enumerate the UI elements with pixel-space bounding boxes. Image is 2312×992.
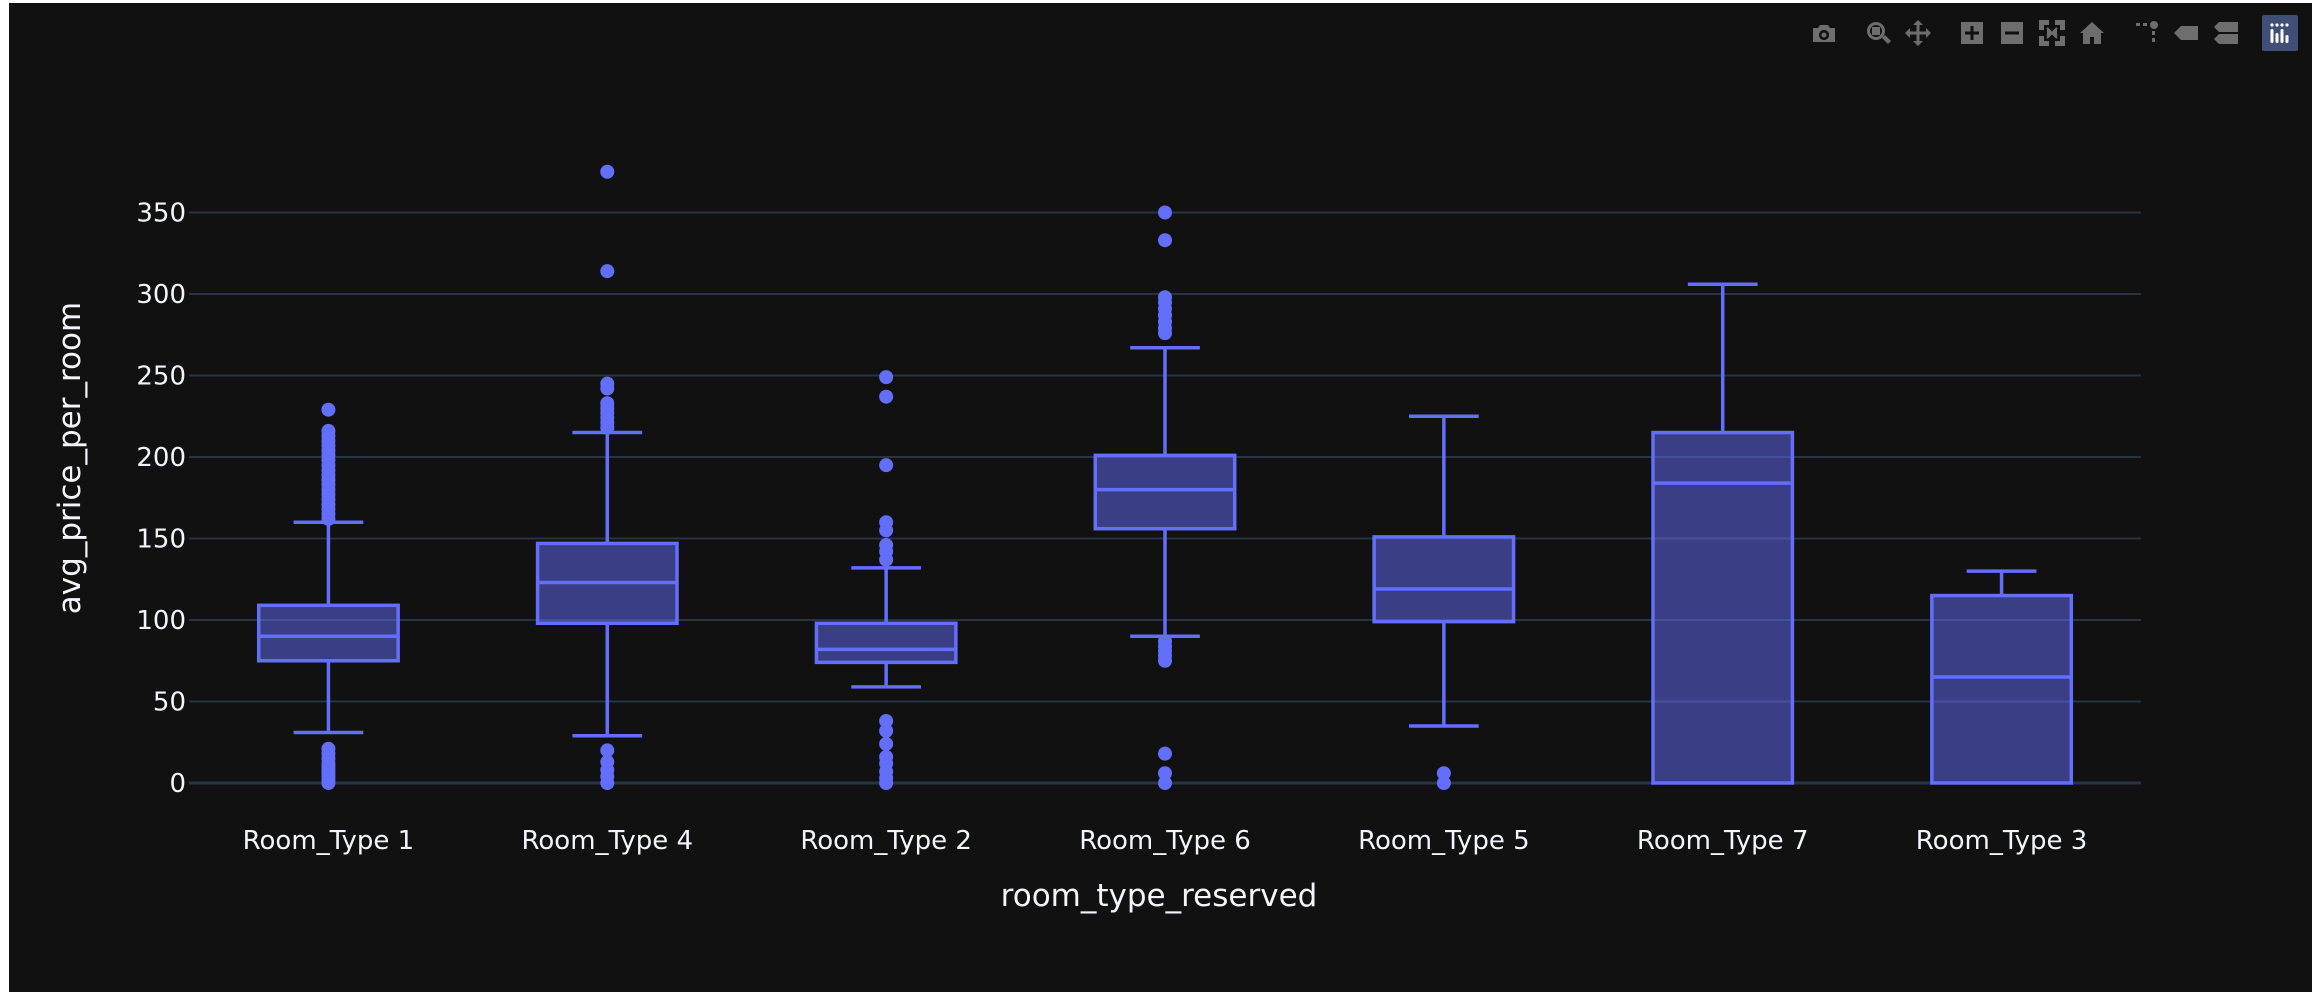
pan-icon[interactable] xyxy=(1898,15,1938,51)
box-trace[interactable] xyxy=(1093,205,1237,791)
boxes[interactable] xyxy=(256,164,2074,791)
modebar-group-zoom xyxy=(1952,15,2112,51)
modebar xyxy=(1790,15,2298,51)
y-tick-label: 300 xyxy=(136,280,186,310)
outlier-point xyxy=(321,741,336,756)
outlier-point xyxy=(879,538,894,553)
x-tick-label: Room_Type 1 xyxy=(243,826,415,856)
plot-area: 0 50 100 150 200 250 300 350 Room_Type 1 Room_Ty… xyxy=(9,3,2312,992)
box-body xyxy=(1372,535,1516,624)
y-tick-labels: 0 50 100 150 200 250 300 350 xyxy=(136,199,186,800)
box-trace[interactable] xyxy=(535,164,679,790)
outlier-point xyxy=(600,164,615,179)
modebar-group-export xyxy=(1804,15,1844,51)
home-icon[interactable] xyxy=(2072,15,2112,51)
outlier-point xyxy=(600,754,615,769)
outlier-point xyxy=(1158,290,1172,305)
outlier-point xyxy=(321,423,336,438)
box-trace[interactable] xyxy=(1930,569,2074,785)
box-body xyxy=(1930,593,2074,785)
outlier-point xyxy=(600,396,615,411)
x-tick-label: Room_Type 4 xyxy=(521,826,693,856)
box-body xyxy=(1093,453,1237,531)
modebar-group-hover xyxy=(2126,15,2246,51)
outlier-point xyxy=(879,458,894,473)
y-tick-label: 100 xyxy=(136,606,186,636)
x-tick-label: Room_Type 2 xyxy=(800,826,972,856)
hover-closest-icon[interactable] xyxy=(2166,15,2206,51)
outlier-point xyxy=(879,389,894,404)
outlier-point xyxy=(1436,776,1451,790)
outlier-point xyxy=(1158,746,1172,761)
box-trace[interactable] xyxy=(1651,282,1795,785)
box-trace[interactable] xyxy=(1372,414,1516,790)
outlier-point xyxy=(879,736,894,751)
outlier-point xyxy=(879,723,894,738)
y-axis-title: avg_price_per_room xyxy=(52,302,88,614)
outlier-point xyxy=(1158,766,1172,781)
outlier-point xyxy=(879,714,894,729)
outlier-point xyxy=(1158,233,1172,248)
outlier-point xyxy=(600,264,615,279)
x-tick-label: Room_Type 5 xyxy=(1358,826,1530,856)
outlier-point xyxy=(321,402,336,417)
outlier-point xyxy=(600,376,615,391)
box-body xyxy=(814,621,958,665)
plotly-logo-icon[interactable] xyxy=(2262,15,2298,51)
x-tick-label: Room_Type 7 xyxy=(1637,826,1809,856)
y-tick-label: 0 xyxy=(169,769,186,799)
y-tick-label: 250 xyxy=(136,362,186,392)
zoom-icon[interactable] xyxy=(1858,15,1898,51)
outlier-point xyxy=(879,749,894,764)
zoom-out-icon[interactable] xyxy=(1992,15,2032,51)
outlier-point xyxy=(879,515,894,530)
hover-compare-icon[interactable] xyxy=(2206,15,2246,51)
outlier-point xyxy=(879,370,894,385)
y-tick-label: 200 xyxy=(136,443,186,473)
outlier-point xyxy=(1158,776,1172,790)
x-tick-labels: Room_Type 1 Room_Type 4 Room_Type 2 Room_Ty… xyxy=(243,826,2088,856)
x-axis-title: room_type_reserved xyxy=(1001,878,1318,914)
box-trace[interactable] xyxy=(256,402,400,790)
box-body xyxy=(256,603,400,663)
outlier-point xyxy=(1436,766,1451,781)
modebar-group-drag xyxy=(1858,15,1938,51)
outlier-point xyxy=(1158,205,1172,220)
outlier-point xyxy=(600,743,615,758)
y-tick-label: 50 xyxy=(153,688,186,718)
x-tick-label: Room_Type 3 xyxy=(1916,826,2088,856)
box-trace[interactable] xyxy=(814,370,958,790)
camera-icon[interactable] xyxy=(1804,15,1844,51)
outlier-point xyxy=(1158,634,1172,649)
x-tick-label: Room_Type 6 xyxy=(1079,826,1251,856)
y-tick-label: 350 xyxy=(136,199,186,229)
y-tick-label: 150 xyxy=(136,525,186,555)
spikelines-icon[interactable] xyxy=(2126,15,2166,51)
zoom-in-icon[interactable] xyxy=(1952,15,1992,51)
autoscale-icon[interactable] xyxy=(2032,15,2072,51)
box-body xyxy=(1651,430,1795,785)
